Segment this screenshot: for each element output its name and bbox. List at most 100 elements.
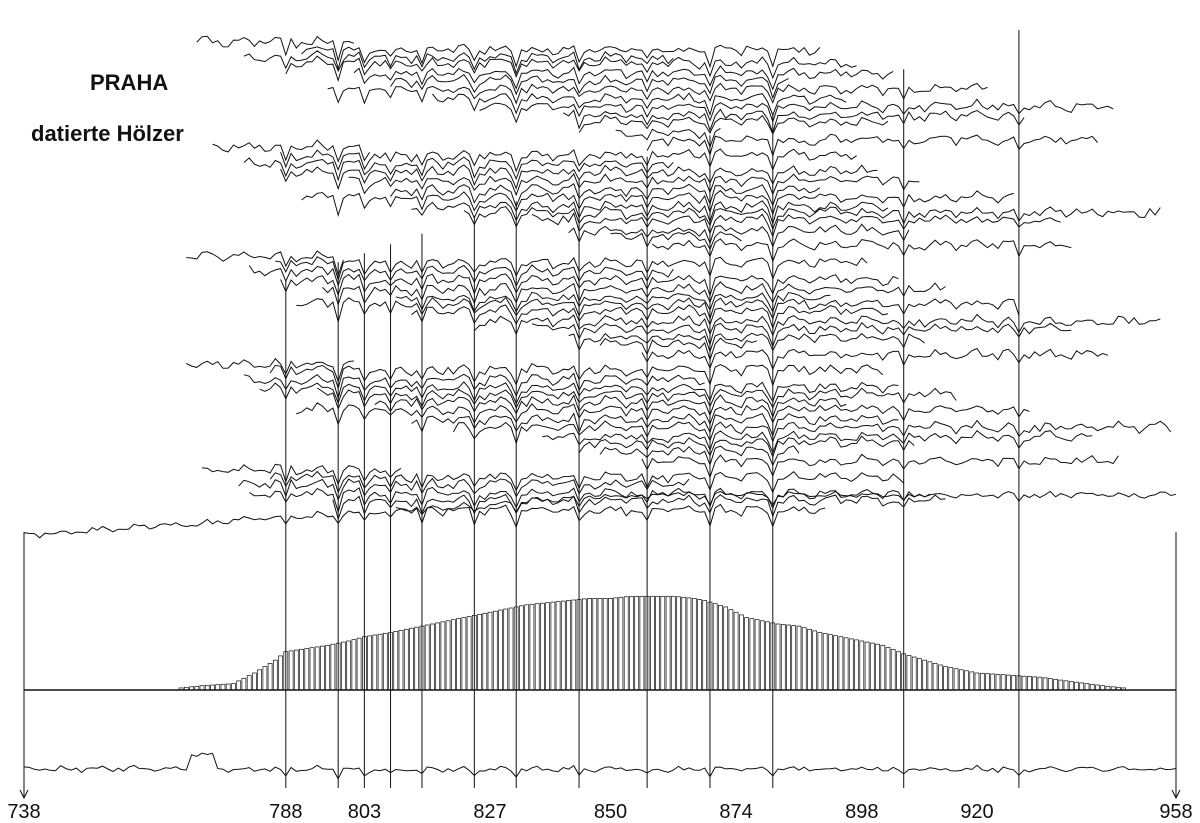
histogram-bar — [890, 649, 896, 691]
histogram-bar — [1089, 683, 1095, 691]
histogram-bar — [639, 595, 645, 691]
sample-depth-histogram — [23, 595, 1177, 780]
histogram-bar — [896, 651, 901, 691]
tree-ring-curve — [395, 503, 826, 529]
histogram-bar — [948, 667, 954, 691]
tree-ring-curve — [615, 127, 721, 149]
histogram-bar — [759, 620, 765, 691]
tree-ring-curve — [186, 250, 344, 277]
histogram-bar — [670, 595, 676, 691]
tree-ring-curve — [531, 212, 1061, 238]
histogram-bar — [969, 671, 975, 691]
histogram-bar — [938, 664, 943, 691]
arrow-down-icon — [19, 789, 29, 800]
tree-ring-curve — [243, 156, 674, 182]
histogram-bar — [723, 606, 729, 691]
tree-ring-curve — [348, 173, 920, 197]
histogram-bar — [927, 661, 933, 691]
histogram-bar — [917, 658, 922, 691]
histogram-bar — [964, 670, 969, 691]
histogram-bar — [618, 596, 624, 691]
histogram-bar — [440, 621, 446, 691]
histogram-bar — [869, 642, 875, 691]
histogram-bar — [833, 635, 838, 691]
histogram-bar — [843, 637, 849, 691]
histogram-bar — [225, 683, 231, 691]
histogram-bar — [356, 637, 362, 691]
histogram-bar — [1058, 679, 1064, 691]
histogram-bar — [665, 595, 671, 691]
histogram-bar — [1027, 676, 1032, 691]
x-tick-label: 803 — [348, 801, 381, 823]
histogram-bar — [733, 611, 739, 691]
histogram-bar — [540, 602, 545, 691]
histogram-bar — [241, 677, 247, 691]
histogram-bar — [246, 675, 252, 691]
histogram-bar — [702, 600, 708, 691]
histogram-bar — [482, 612, 488, 691]
x-tick-label: 827 — [473, 801, 506, 823]
tree-ring-curve — [332, 493, 946, 521]
histogram-bar — [817, 632, 823, 691]
histogram-bar — [304, 648, 310, 691]
tree-ring-curve — [641, 347, 1109, 371]
histogram-bar — [320, 645, 325, 691]
tree-ring-curve — [212, 139, 371, 163]
tree-ring-curve — [316, 387, 957, 410]
histogram-bar — [608, 598, 613, 691]
histogram-bar — [629, 595, 634, 691]
histogram-bar — [796, 625, 802, 691]
histogram-bar — [801, 627, 807, 691]
histogram-bar — [1053, 678, 1058, 691]
histogram-bar — [445, 620, 451, 691]
histogram-bar — [587, 598, 592, 691]
tree-ring-curve — [568, 223, 910, 248]
histogram-bar — [424, 624, 430, 691]
histogram-bar — [508, 607, 514, 691]
tree-ring-curve — [275, 256, 868, 282]
histogram-bar — [409, 627, 414, 691]
tree-ring-curve — [568, 332, 926, 354]
histogram-bar — [634, 595, 640, 691]
histogram-bar — [272, 659, 278, 691]
tree-ring-curve — [646, 133, 1098, 158]
histogram-bar — [728, 609, 734, 691]
tree-ring-curve — [411, 200, 889, 226]
histogram-bar — [267, 663, 273, 691]
histogram-bar — [309, 647, 315, 691]
histogram-bar — [1000, 674, 1006, 691]
histogram-bar — [990, 673, 996, 691]
x-tick-label: 850 — [594, 801, 627, 823]
histogram-bar — [859, 640, 865, 691]
tree-ring-curve — [395, 291, 831, 314]
tree-ring-curve — [238, 477, 690, 502]
histogram-bar — [451, 619, 456, 691]
tree-ring-curve — [285, 55, 857, 83]
tree-ring-curve — [327, 82, 988, 105]
reference-curve — [23, 752, 1177, 780]
histogram-bar — [791, 625, 797, 691]
tree-ring-curve — [269, 362, 884, 390]
chart-title-line-2: datierte Hölzer — [31, 121, 184, 146]
histogram-bar — [943, 666, 948, 691]
histogram-bar — [1032, 676, 1037, 691]
histogram-bar — [529, 603, 535, 691]
histogram-bar — [545, 602, 550, 691]
histogram-bar — [744, 617, 749, 691]
histogram-bar — [691, 598, 697, 691]
histogram-bar — [697, 599, 702, 691]
marker-lines-group — [19, 30, 1181, 800]
tree-ring-curve — [374, 394, 847, 419]
histogram-bar — [215, 684, 221, 691]
histogram-bar — [231, 683, 236, 691]
histogram-bar — [398, 629, 404, 691]
histogram-bar — [1042, 677, 1048, 691]
histogram-bar — [597, 598, 603, 691]
histogram-bar — [880, 644, 886, 691]
histogram-bar — [367, 635, 372, 691]
histogram-bar — [461, 617, 467, 691]
histogram-bar — [1079, 682, 1085, 691]
tree-ring-curve — [563, 108, 1025, 135]
histogram-bar — [430, 623, 435, 691]
histogram-bar — [660, 595, 666, 691]
